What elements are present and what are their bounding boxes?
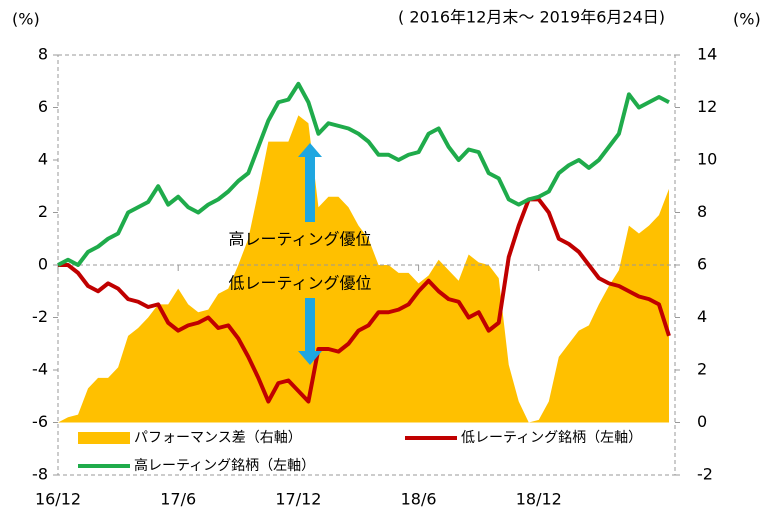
area — [58, 115, 669, 423]
y2-tick-label: 14 — [697, 45, 717, 64]
y-tick-label: -4 — [32, 360, 48, 379]
y-tick-label: 4 — [38, 150, 48, 169]
line — [57, 81, 670, 267]
x-tick-label: 16/12 — [35, 490, 81, 509]
legend-label: 高レーティング銘柄（左軸） — [134, 457, 315, 474]
line — [58, 197, 671, 404]
legend-label: 低レーティング銘柄（左軸） — [461, 430, 642, 446]
x-tick-label: 18/6 — [401, 490, 437, 509]
x-tick-label: 17/6 — [160, 490, 196, 509]
y-axis-label: (%) — [12, 10, 40, 29]
y2-tick-label: 0 — [697, 412, 707, 431]
y2-tick-label: 12 — [697, 97, 717, 116]
subtitle: ( 2016年12月末～ 2019年6月24日) — [398, 8, 665, 27]
arrow — [298, 143, 322, 222]
y2-axis-label: (%) — [733, 10, 761, 29]
y-tick-label: -8 — [32, 465, 48, 484]
y2-tick-label: -2 — [697, 465, 713, 484]
legend-label: パフォーマンス差（右軸） — [134, 430, 302, 446]
annotation: 低レーティング優位 — [228, 274, 371, 293]
x-tick-label: 17/12 — [275, 490, 321, 509]
x-tick-label: 18/12 — [516, 490, 562, 509]
annotation: 高レーティング優位 — [228, 230, 371, 249]
y2-tick-label: 2 — [697, 360, 707, 379]
y2-tick-label: 4 — [697, 307, 707, 326]
arrow — [298, 298, 322, 365]
y-tick-label: 0 — [38, 255, 48, 274]
y-tick-label: 6 — [38, 97, 48, 116]
y2-tick-label: 8 — [697, 202, 707, 221]
y2-tick-label: 6 — [697, 255, 707, 274]
y-tick-label: -2 — [32, 307, 48, 326]
y-tick-label: 8 — [38, 45, 48, 64]
y-tick-label: -6 — [32, 412, 48, 431]
legend-swatch — [78, 432, 130, 444]
y-tick-label: 2 — [38, 202, 48, 221]
y2-tick-label: 10 — [697, 150, 717, 169]
